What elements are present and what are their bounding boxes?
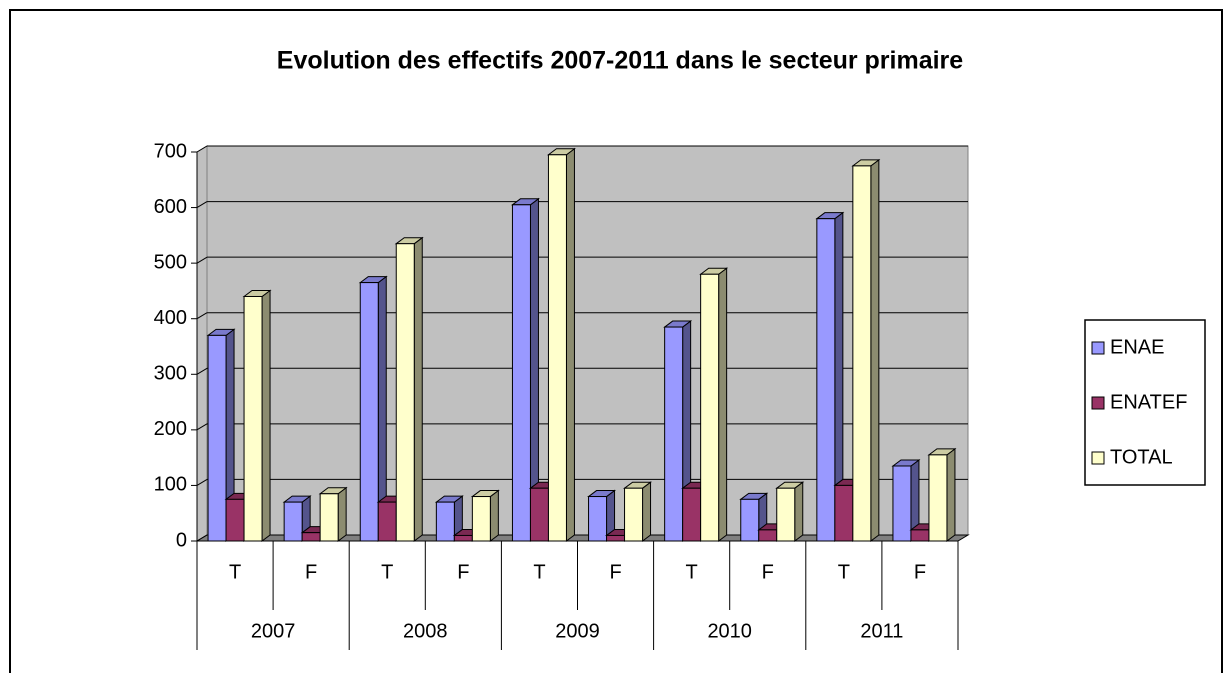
bar-side [718,267,728,542]
bar-front [529,487,549,542]
bar [546,147,576,542]
bar-front [910,529,930,542]
side-wall [196,145,208,542]
bar-front [377,501,397,542]
group-label: 2010 [707,620,752,642]
x-tick-label: F [609,561,621,583]
grid-line-side [196,312,208,320]
bar-front [359,282,379,542]
bar-side [413,236,423,542]
bar [623,481,653,542]
x-tick-label: T [686,561,698,583]
bar-front [776,487,796,542]
y-tick-label: 500 [154,251,187,273]
legend-label: ENATEF [1110,391,1187,413]
grid-line-side [196,201,208,209]
grid-line-side [196,478,208,486]
x-tick-label: F [914,561,926,583]
bar [851,158,881,542]
bar-side [489,489,499,542]
y-tick-label: 300 [154,363,187,385]
legend-swatch [1091,341,1105,355]
bar-front [588,496,608,542]
x-tick-label: T [533,561,545,583]
bar-front [834,484,854,542]
legend-swatch [1091,396,1105,410]
y-tick-label: 600 [154,196,187,218]
legend-label: TOTAL [1110,446,1173,468]
bar [318,486,348,542]
bar-front [740,498,760,542]
bar-front [758,529,778,542]
group-label: 2009 [555,620,600,642]
x-tick-label: F [762,561,774,583]
bar-front [207,334,227,542]
bar-front [664,326,684,542]
bar-side [642,481,652,542]
x-tick-label: F [305,561,317,583]
grid-line-side [196,256,208,264]
x-tick-label: T [229,561,241,583]
bar-front [511,204,531,542]
bar-front [453,534,473,542]
bar-front [471,496,491,542]
bar-front [243,295,263,542]
bar-front [435,501,455,542]
y-tick-label: 0 [176,529,187,551]
bar-side [261,289,271,542]
bar-front [682,487,702,542]
chart-title: Evolution des effectifs 2007-2011 dans l… [277,47,964,75]
group-label: 2011 [860,620,903,642]
y-tick-label: 400 [154,307,187,329]
bar [510,197,540,542]
bar-front [395,243,415,542]
grid-line-side [196,145,208,153]
bar-front [700,273,720,542]
y-tick-label: 200 [154,418,187,440]
bar [394,236,424,542]
bar-front [892,465,912,542]
y-tick-label: 100 [154,474,187,496]
legend-swatch [1091,451,1105,465]
bar-front [606,534,626,542]
bar-front [301,532,321,542]
bar [434,495,464,542]
x-tick-label: F [457,561,469,583]
bar [699,267,729,542]
bar-front [547,154,567,542]
bar-side [337,486,347,542]
grid-line-side [196,423,208,431]
bar-side [946,447,956,542]
bar [891,458,921,542]
bar [470,489,500,542]
bar [775,481,805,542]
bar-front [928,454,948,542]
bar-side [794,481,804,542]
grid-line-side [196,367,208,375]
group-label: 2007 [251,620,296,642]
bar [587,489,617,542]
bar-side [870,158,880,542]
grid-line-side [196,534,208,542]
legend-box [1084,319,1206,486]
x-tick-label: T [381,561,393,583]
bar-front [852,165,872,542]
x-tick-label: T [838,561,850,583]
bar-front [283,501,303,542]
bar-front [624,487,644,542]
bar-front [225,498,245,542]
group-label: 2008 [403,620,448,642]
bar-side [565,147,575,542]
y-tick-label: 700 [154,140,187,162]
bar-front [816,218,836,542]
bar [242,289,272,542]
bar-front [319,493,339,542]
bar [927,447,957,542]
legend-label: ENAE [1110,336,1164,358]
